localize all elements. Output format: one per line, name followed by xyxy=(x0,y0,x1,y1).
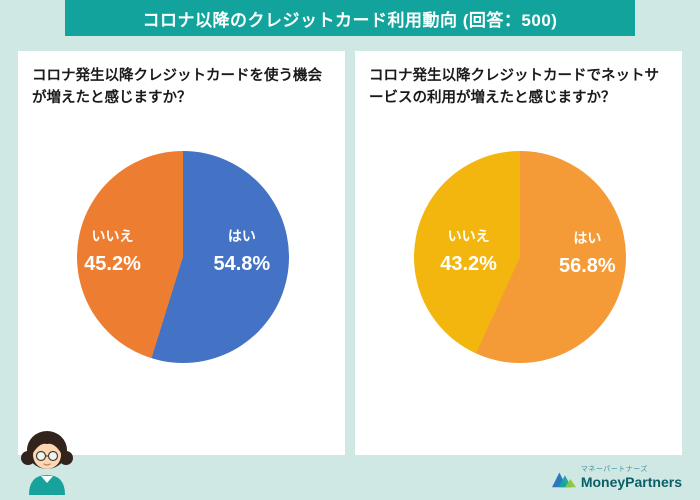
question-text-card-usage: コロナ発生以降クレジットカードを使う機会が増えたと感じますか？ xyxy=(32,68,322,107)
moneypartners-logo-icon xyxy=(551,472,576,488)
pie-chart-net-service: いいえ 43.2% はい 56.8% xyxy=(413,151,626,363)
moneypartners-logo: マネーパートナーズ MoneyPartners xyxy=(551,466,682,490)
pie-label-yes: はい 54.8% xyxy=(214,226,271,276)
brand-text-block: マネーパートナーズ MoneyPartners xyxy=(581,466,682,490)
slice-name-no: いいえ xyxy=(447,227,490,244)
survey-panel-net-service: コロナ発生以降クレジットカードでネットサービスの利用が増えたと感じますか？ いい… xyxy=(355,51,682,455)
chart-panels: コロナ発生以降クレジットカードを使う機会が増えたと感じますか？ いいえ 45.2… xyxy=(0,51,700,455)
pie-label-no: いいえ 43.2% xyxy=(440,226,497,276)
survey-panel-card-usage: コロナ発生以降クレジットカードを使う機会が増えたと感じますか？ いいえ 45.2… xyxy=(18,51,345,455)
slice-percent-no: 45.2% xyxy=(84,252,141,275)
title-bar: コロナ以降のクレジットカード利用動向 (回答：500) xyxy=(65,0,635,36)
page-title: コロナ以降のクレジットカード利用動向 (回答：500) xyxy=(142,10,558,30)
mascot-icon xyxy=(21,431,73,495)
slice-name-yes: はい xyxy=(227,227,256,244)
pie-chart-card-usage: いいえ 45.2% はい 54.8% xyxy=(76,151,289,363)
slice-percent-no: 43.2% xyxy=(440,252,497,275)
slice-percent-yes: 56.8% xyxy=(558,254,616,277)
slice-percent-yes: 54.8% xyxy=(213,252,271,275)
slice-name-yes: はい xyxy=(573,229,602,246)
pie-label-no: いいえ 45.2% xyxy=(84,226,141,276)
slice-name-no: いいえ xyxy=(91,227,134,244)
mascot-woman-illustration xyxy=(16,425,78,500)
pie-wrapper: いいえ 45.2% はい 54.8% xyxy=(32,151,333,363)
question-text-net-service: コロナ発生以降クレジットカードでネットサービスの利用が増えたと感じますか？ xyxy=(369,68,659,107)
brand-caption: マネーパートナーズ xyxy=(580,465,648,473)
pie-wrapper: いいえ 43.2% はい 56.8% xyxy=(369,151,670,363)
pie-label-yes: はい 56.8% xyxy=(559,228,616,278)
brand-name: MoneyPartners xyxy=(580,473,682,490)
